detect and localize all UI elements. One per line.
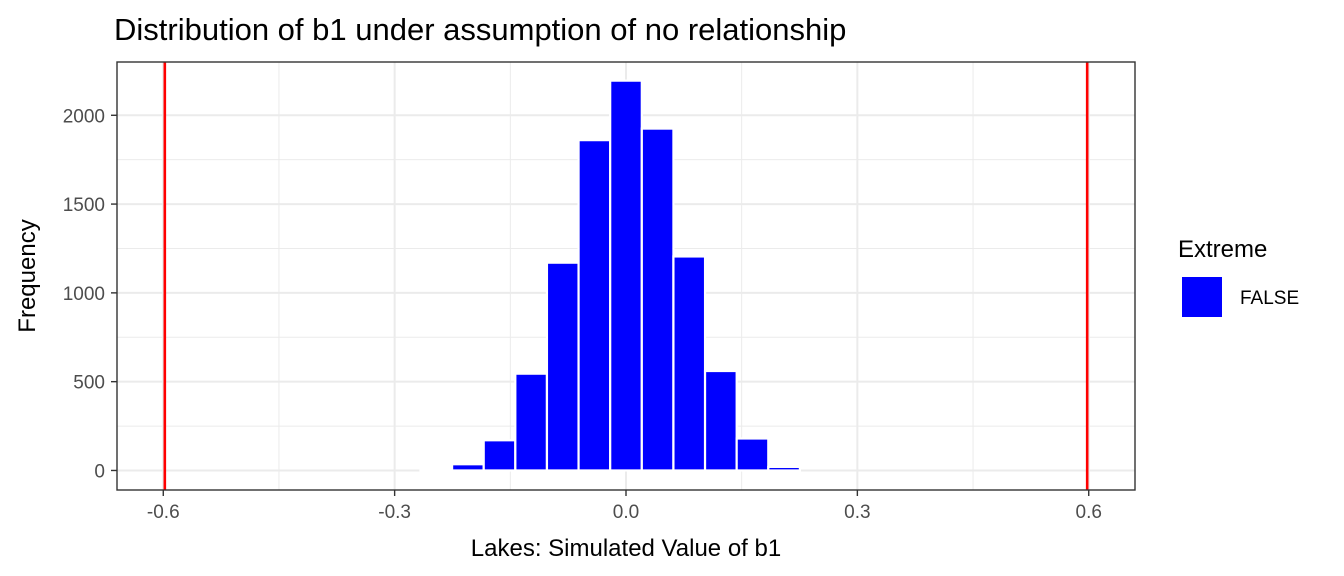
x-tick-label: 0.0 [613,502,639,523]
y-tick-label: 500 [73,373,105,394]
histogram-bar [419,468,454,472]
histogram-bar [703,369,738,472]
y-tick-label: 1500 [63,195,105,216]
y-tick-label: 2000 [63,106,105,127]
x-tick-label: 0.3 [844,502,870,523]
histogram-bar [450,463,485,472]
legend-entries: FALSE [1182,277,1299,317]
legend-key-label: FALSE [1240,288,1299,309]
y-axis: 0 500 1000 1500 2000 [63,106,117,482]
histogram-bar [514,372,549,472]
legend-key-swatch [1182,277,1222,317]
chart-title: Distribution of b1 under assumption of n… [114,12,846,47]
histogram-bar [640,127,675,472]
histogram-bars [419,79,802,472]
histogram-bar [482,439,517,472]
y-axis-title: Frequency [14,219,41,332]
x-tick-label: 0.6 [1076,502,1102,523]
legend: Extreme FALSE [1178,236,1299,317]
x-tick-label: -0.6 [147,502,180,523]
y-tick-label: 1000 [63,284,105,305]
histogram-bar [545,261,580,472]
histogram-bar [672,255,707,472]
x-axis: -0.6 -0.3 0.0 0.3 0.6 [147,490,1102,523]
histogram-bar [767,465,802,472]
reference-lines [163,62,1089,490]
histogram-bar [577,139,612,472]
x-tick-label: -0.3 [378,502,411,523]
y-tick-label: 0 [94,461,105,482]
legend-title: Extreme [1178,236,1267,263]
histogram-bar [609,79,643,472]
x-axis-title: Lakes: Simulated Value of b1 [471,535,781,562]
histogram-bar [735,437,770,472]
